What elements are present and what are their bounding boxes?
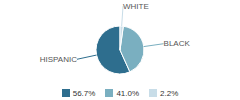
html-text:41.0%: 41.0% [116,88,140,98]
svg-text:WHITE: WHITE [123,2,149,11]
html-text:56.7%: 56.7% [72,88,96,98]
svg-text:HISPANIC: HISPANIC [40,55,77,64]
html-text:2.2%: 2.2% [160,88,179,98]
svg-text:BLACK: BLACK [164,39,191,48]
